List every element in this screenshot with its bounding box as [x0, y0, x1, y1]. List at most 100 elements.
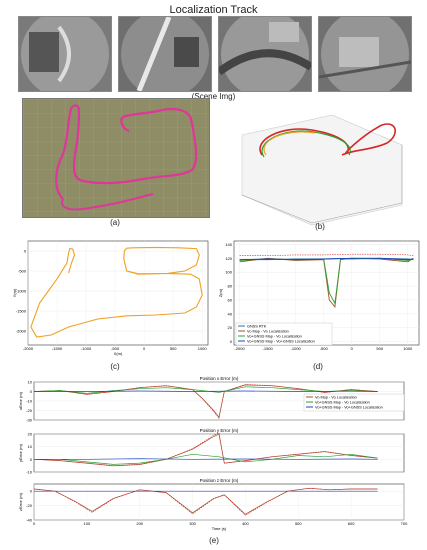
- y-tick-label-e2: -10: [26, 470, 33, 475]
- panel-label-e: (e): [209, 536, 219, 545]
- y-tick-label-e1: -10: [26, 399, 33, 404]
- series-line-e1-2: [34, 390, 378, 392]
- y-axis-label-e2: yError (m): [18, 443, 23, 462]
- y-tick-label-d: 40: [228, 311, 233, 316]
- x-tick-label-d: -1000: [291, 346, 302, 351]
- y-axis-label-d: Z(m): [218, 288, 223, 297]
- x-tick-label-d: 500: [376, 346, 383, 351]
- plot-area-c: [27, 240, 209, 346]
- x-tick-label-c: -1000: [81, 346, 92, 351]
- y-tick-label-c: -1500: [16, 309, 27, 314]
- legend-box-e1: [303, 393, 405, 412]
- panel-label-d: (d): [313, 362, 323, 371]
- x-tick-label-c: 1000: [198, 346, 208, 351]
- series-dashed-d: [239, 253, 414, 256]
- y-axis-label-c: Y(m): [12, 288, 17, 297]
- panel-b-svg: [241, 114, 403, 226]
- x-tick-label-d: -1500: [263, 346, 274, 351]
- aerial-fisheye-scene-1-icon: [19, 17, 111, 91]
- x-tick-label-d: -500: [320, 346, 329, 351]
- scene-caption: (Scene Img): [191, 92, 236, 101]
- x-tick-label-d: -2000: [234, 346, 245, 351]
- x-tick-label-d: 1000: [403, 346, 413, 351]
- y-tick-label-c: 0: [24, 249, 27, 254]
- chart-title-e2: Position y Error (m): [200, 428, 239, 433]
- x-tick-label-e3: 400: [242, 521, 249, 526]
- y-tick-label-e1: 0: [30, 389, 33, 394]
- x-tick-label-e3: 500: [295, 521, 302, 526]
- plot-area-e2: [33, 433, 405, 473]
- x-tick-label-e3: 700: [401, 521, 408, 526]
- x-axis-label-c: X(m): [114, 351, 123, 356]
- series-dashed-e3: [33, 487, 378, 516]
- series-line-e2-2: [34, 458, 378, 460]
- y-tick-label-c: -2000: [16, 329, 27, 334]
- x-tick-label-c: 0: [143, 346, 146, 351]
- scene-image-1: [18, 16, 112, 92]
- series-line-e2-1: [34, 453, 378, 465]
- y-tick-label-c: -1000: [16, 289, 27, 294]
- x-tick-label-c: -500: [111, 346, 120, 351]
- chart-title-e3: Position z Error (m): [200, 478, 239, 483]
- y-tick-label-d: 120: [225, 256, 232, 261]
- legend-entry-d: Vo+GNSS Map - Vo Localization: [247, 335, 302, 339]
- legend-entry-d: Vo Map - Vo Localization: [247, 330, 289, 334]
- scene-image-3: [218, 16, 312, 92]
- legend-box-d: [235, 322, 333, 346]
- series-dashed-e1: [33, 384, 378, 420]
- legend-entry-e1: Vo+GNSS Map - Vo Localization: [315, 401, 370, 405]
- chart-c-svg: 0 -500 -1000 -1500 -2000 -2000 -1500 -1000 -500 0…: [12, 240, 209, 356]
- series-line-c-0: [30, 246, 203, 338]
- x-tick-label-c: -1500: [52, 346, 63, 351]
- y-tick-label-c: -500: [18, 269, 27, 274]
- y-axis-label-e1: xError (m): [18, 391, 23, 410]
- track-path-a: [55, 104, 198, 200]
- chart-d-svg: 0 20 40 60 80 100 120 140 -2000 -1500 -1000 -500 0 50…: [218, 240, 420, 351]
- y-tick-label-d: 0: [230, 339, 233, 344]
- series-dashed-e2: [33, 432, 378, 467]
- y-tick-label-d: 20: [228, 325, 233, 330]
- x-tick-label-e3: 100: [84, 521, 91, 526]
- scene-image-4: [318, 16, 412, 92]
- x-tick-label-e3: 600: [348, 521, 355, 526]
- series-line-d-3: [239, 257, 414, 261]
- satellite-map: [22, 98, 210, 218]
- scene-image-2: [118, 16, 212, 92]
- y-tick-label-d: 140: [225, 242, 232, 247]
- legend-entry-e1: Vo Map - Vo Localization: [315, 396, 357, 400]
- y-tick-label-e3: -40: [26, 518, 33, 523]
- y-tick-label-e1: -20: [26, 408, 33, 413]
- y-axis-label-e3: zError (m): [18, 492, 23, 511]
- aerial-fisheye-scene-3-icon: [219, 17, 311, 91]
- legend-entry-d: Vo+GNSS Map - Vo+GNSS Localization: [247, 340, 315, 344]
- y-tick-label-d: 60: [228, 297, 233, 302]
- x-axis-label-e3: Time (s): [212, 526, 227, 531]
- y-tick-label-e2: 10: [28, 444, 33, 449]
- chart-c: 0 -500 -1000 -1500 -2000 -2000 -1500 -1000 -500 0…: [8, 235, 213, 360]
- panel-label-b: (b): [315, 222, 325, 231]
- x-tick-label-e3: 0: [33, 521, 36, 526]
- y-tick-label-e1: 10: [28, 380, 33, 385]
- legend-entry-d: GNSS RTK: [247, 325, 267, 329]
- y-tick-label-d: 80: [228, 284, 233, 289]
- x-tick-label-e3: 200: [136, 521, 143, 526]
- chart-d: 0 20 40 60 80 100 120 140 -2000 -1500 -1000 -500 0 50…: [214, 235, 424, 360]
- x-tick-label-c: -2000: [23, 346, 34, 351]
- x-tick-label-c: 500: [170, 346, 177, 351]
- y-tick-label-e3: -20: [26, 503, 33, 508]
- panel-label-c: (c): [110, 362, 120, 371]
- y-tick-label-d: 100: [225, 270, 232, 275]
- figure-title: Localization Track: [169, 4, 258, 16]
- x-tick-label-e3: 300: [189, 521, 196, 526]
- aerial-fisheye-scene-2-icon: [119, 17, 211, 91]
- legend-entry-e1: Vo+GNSS Map - Vo+GNSS Localization: [315, 406, 383, 410]
- y-tick-label-e2: 20: [28, 432, 33, 437]
- y-tick-label-e2: 0: [30, 457, 33, 462]
- satellite-track-svg: [23, 99, 209, 217]
- panel-label-a: (a): [110, 218, 120, 227]
- chart-title-e1: Position x Error (m): [200, 376, 239, 381]
- panel-b-3d-plot: [222, 95, 420, 227]
- y-tick-label-e1: -30: [26, 418, 33, 423]
- x-tick-label-d: 0: [351, 346, 354, 351]
